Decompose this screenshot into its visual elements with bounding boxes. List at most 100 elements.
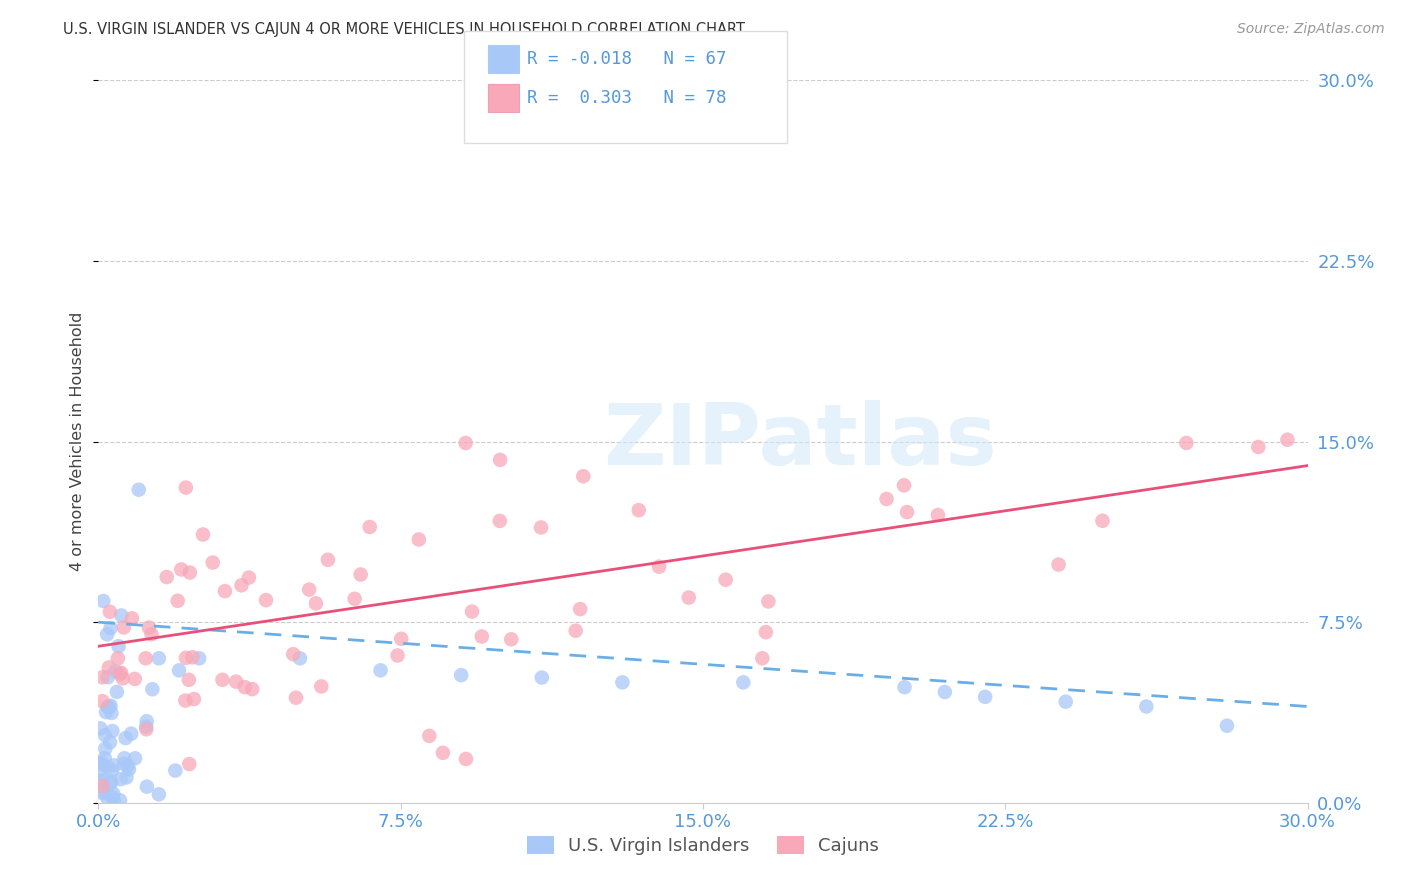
Point — [298, 582, 321, 597]
Point — [311, 680, 333, 694]
Point — [148, 651, 170, 665]
Point — [89, 763, 111, 777]
Point — [96, 627, 118, 641]
Point — [1216, 719, 1239, 733]
Point — [387, 648, 409, 663]
Point — [418, 729, 440, 743]
Point — [1054, 695, 1077, 709]
Point — [107, 639, 129, 653]
Point — [128, 483, 150, 497]
Point — [454, 752, 477, 766]
Point — [90, 756, 112, 770]
Point — [117, 758, 139, 772]
Point — [118, 762, 141, 776]
Point — [135, 651, 157, 665]
Point — [876, 491, 898, 506]
Point — [177, 673, 200, 687]
Point — [756, 594, 779, 608]
Point — [105, 685, 128, 699]
Point — [174, 650, 197, 665]
Point — [408, 533, 430, 547]
Point — [135, 720, 157, 734]
Point — [115, 771, 138, 785]
Point — [121, 611, 143, 625]
Point — [179, 757, 201, 772]
Point — [100, 621, 122, 635]
Point — [138, 621, 160, 635]
Point — [100, 776, 122, 790]
Point — [1277, 433, 1299, 447]
Point — [285, 690, 308, 705]
Point — [1135, 699, 1157, 714]
Point — [572, 469, 595, 483]
Point — [648, 559, 671, 574]
Point — [183, 692, 205, 706]
Point — [181, 650, 204, 665]
Point — [174, 481, 197, 495]
Point — [370, 664, 392, 678]
Point — [389, 632, 412, 646]
Point — [103, 787, 125, 801]
Point — [101, 724, 124, 739]
Point — [927, 508, 949, 522]
Point — [233, 680, 256, 694]
Point — [350, 567, 373, 582]
Point — [471, 630, 494, 644]
Point — [316, 553, 339, 567]
Point — [893, 478, 915, 492]
Point — [238, 570, 260, 584]
Point — [211, 673, 233, 687]
Point — [97, 660, 120, 674]
Point — [733, 675, 755, 690]
Point — [120, 726, 142, 740]
Point — [231, 578, 253, 592]
Point — [104, 665, 127, 679]
Point — [97, 760, 120, 774]
Point — [934, 685, 956, 699]
Point — [103, 793, 125, 807]
Point — [110, 665, 132, 680]
Point — [135, 780, 157, 794]
Point — [1047, 558, 1070, 572]
Point — [91, 785, 114, 799]
Point — [305, 596, 328, 610]
Point — [89, 773, 111, 788]
Point — [564, 624, 586, 638]
Point — [110, 772, 132, 787]
Point — [135, 714, 157, 729]
Point — [359, 520, 381, 534]
Point — [432, 746, 454, 760]
Point — [141, 682, 163, 697]
Point — [89, 757, 111, 772]
Point — [110, 608, 132, 623]
Point — [91, 694, 114, 708]
Point — [530, 671, 553, 685]
Point — [343, 591, 366, 606]
Point — [93, 773, 115, 788]
Point — [678, 591, 700, 605]
Point — [98, 735, 121, 749]
Point — [1091, 514, 1114, 528]
Point — [98, 699, 121, 714]
Point — [97, 792, 120, 806]
Text: Source: ZipAtlas.com: Source: ZipAtlas.com — [1237, 22, 1385, 37]
Text: R =  0.303   N = 78: R = 0.303 N = 78 — [527, 89, 727, 107]
Legend: U.S. Virgin Islanders, Cajuns: U.S. Virgin Islanders, Cajuns — [520, 829, 886, 863]
Point — [166, 594, 188, 608]
Point — [530, 520, 553, 534]
Point — [1175, 436, 1198, 450]
Point — [170, 562, 193, 576]
Point — [124, 672, 146, 686]
Point — [101, 764, 124, 778]
Point — [893, 680, 915, 694]
Point — [201, 556, 224, 570]
Point — [124, 751, 146, 765]
Point — [188, 651, 211, 665]
Point — [93, 751, 115, 765]
Point — [974, 690, 997, 704]
Point — [896, 505, 918, 519]
Point — [100, 706, 122, 720]
Point — [461, 605, 484, 619]
Point — [91, 594, 114, 608]
Point — [501, 632, 523, 647]
